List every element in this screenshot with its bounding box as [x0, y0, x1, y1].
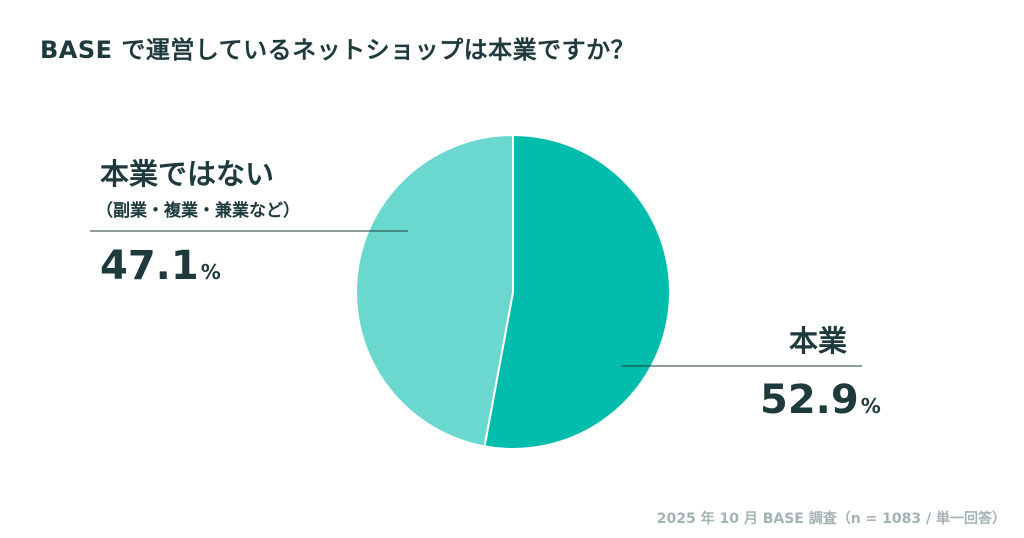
chart-title: BASE で運営しているネットショップは本業ですか？ [40, 36, 636, 64]
pie-slice-not-honkyo [355, 134, 514, 448]
source-note: 2025 年 10 月 BASE 調査（n = 1083 / 単一回答） [656, 511, 1006, 527]
slice-label-not-honkyo: 本業ではない [100, 157, 275, 191]
pie-slices [355, 134, 671, 450]
slice-value-number-not-honkyo: 47.1 [100, 243, 199, 289]
percent-unit: % [200, 260, 221, 284]
slice-value-honkyo: 52.9% [760, 377, 881, 423]
pie-slice-honkyo [483, 134, 671, 450]
slice-value-not-honkyo: 47.1% [100, 243, 221, 289]
percent-unit: % [860, 394, 881, 418]
slice-value-number-honkyo: 52.9 [760, 377, 859, 423]
slice-sublabel-not-honkyo: （副業・複業・兼業など） [96, 201, 300, 221]
slice-label-honkyo: 本業 [789, 324, 848, 358]
